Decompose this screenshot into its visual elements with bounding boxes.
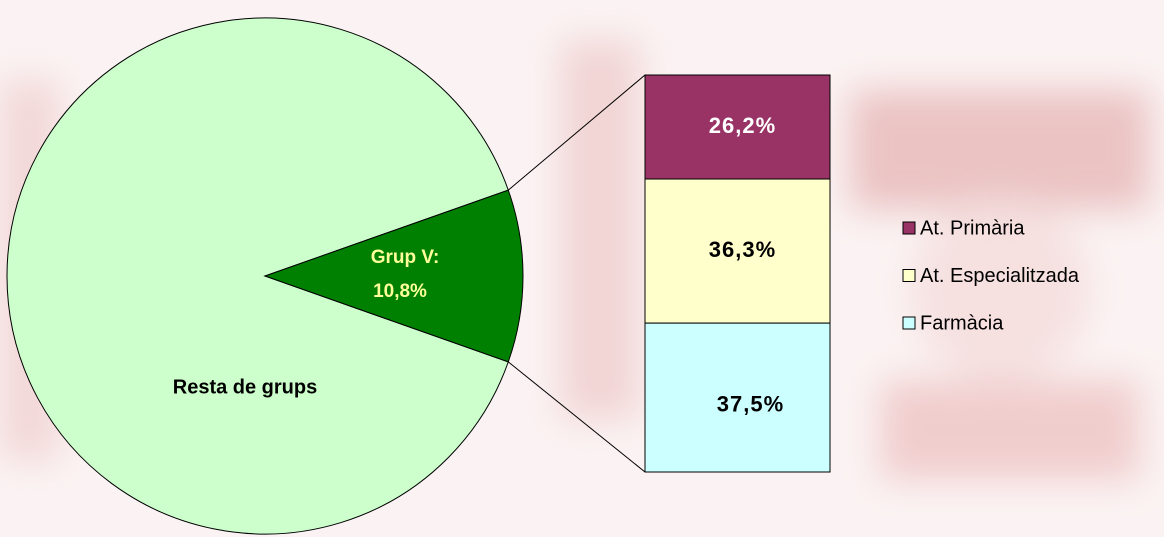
slice-label: Grup V: (371, 247, 440, 268)
slice-label: Resta de grups (173, 376, 317, 398)
stacked-bar: 26,2% 36,3% 37,5% (644, 74, 831, 473)
bar-value-label: 37,5% (717, 391, 784, 416)
legend-label: At. Primària (920, 217, 1025, 239)
legend-label: Farmàcia (920, 312, 1004, 334)
legend-swatch (902, 269, 916, 282)
legend-swatch (902, 221, 916, 235)
legend-swatch (902, 316, 916, 330)
bar-value-label: 36,3% (709, 237, 776, 262)
pie-slice (263, 189, 524, 363)
pie-slice (6, 17, 509, 535)
connector-line (507, 361, 646, 473)
bar-segment (644, 74, 831, 180)
legend: At. Primària At. Especialitzada Farmàcia (902, 217, 1080, 334)
pie: Resta de grups Grup V: 10,8% (6, 17, 646, 535)
slice-value-label: 10,8% (373, 281, 427, 302)
legend-label: At. Especialitzada (920, 265, 1080, 287)
bar-segment (644, 178, 831, 324)
connector-line (507, 74, 646, 191)
bar-value-label: 26,2% (709, 113, 776, 138)
bar-segment (644, 322, 831, 473)
